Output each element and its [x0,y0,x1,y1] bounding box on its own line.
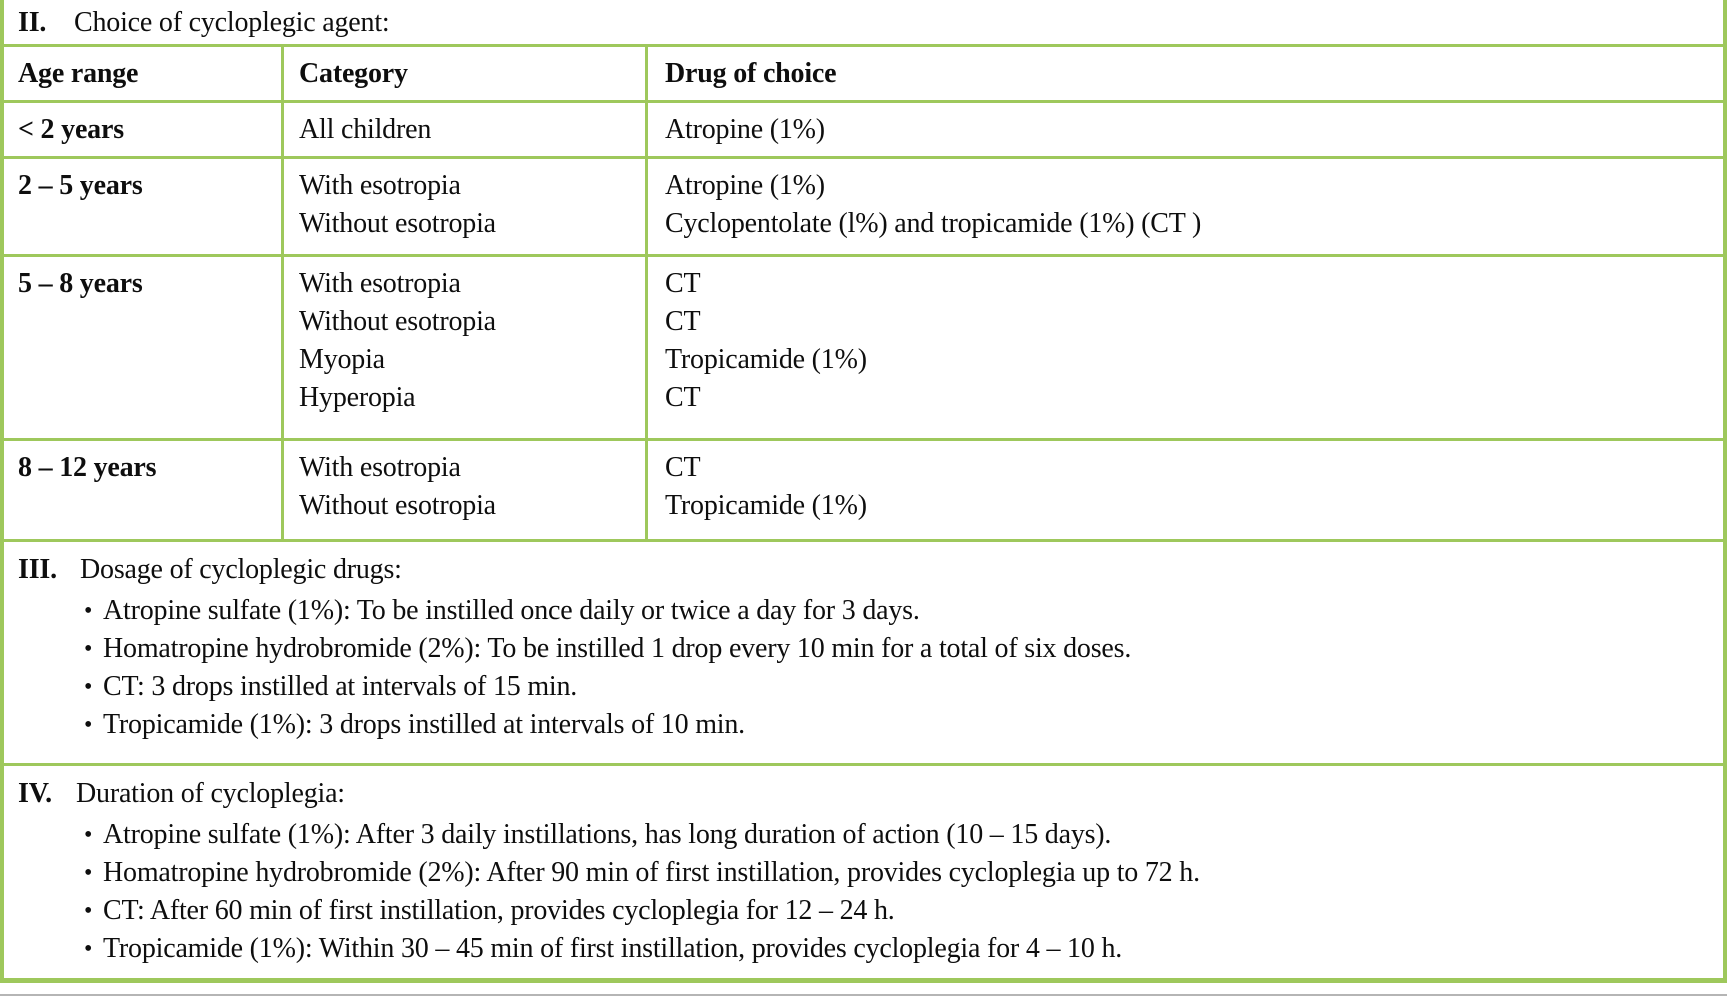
dosage-bullet-ct: CT: 3 drops instilled at intervals of 15… [84,668,1723,706]
cell-age-range: 5 – 8 years [4,257,284,438]
page-bottom-rule [0,994,1727,996]
dosage-bullet-homatropine: Homatropine hydrobromide (2%): To be ins… [84,630,1723,668]
cell-age-range: 8 – 12 years [4,441,284,539]
section-dosage-title: Dosage of cycloplegic drugs: [80,554,402,585]
duration-bullet-ct: CT: After 60 min of first instillation, … [84,892,1723,930]
section-choice-title: Choice of cycloplegic agent: [74,7,390,38]
table-row-2-5-years: 2 – 5 years With esotropia Without esotr… [4,159,1723,257]
cell-age-range: 2 – 5 years [4,159,284,254]
cell-category: With esotropia Without esotropia [284,159,648,254]
duration-bullet-tropicamide: Tropicamide (1%): Within 30 – 45 min of … [84,930,1723,968]
section-dosage: III. Dosage of cycloplegic drugs: Atropin… [4,542,1723,766]
section-dosage-heading: III. Dosage of cycloplegic drugs: [18,550,1723,590]
cell-drug: Atropine (1%) Cyclopentolate (l%) and tr… [665,170,1202,239]
column-header-age-range: Age range [4,47,284,100]
duration-bullet-list: Atropine sulfate (1%): After 3 daily ins… [18,816,1723,968]
table-row-8-12-years: 8 – 12 years With esotropia Without esot… [4,441,1723,542]
section-duration-numeral: IV. [18,778,52,809]
table-row-under-2-years: < 2 years All children Atropine (1%) [4,103,1723,159]
dosage-bullet-list: Atropine sulfate (1%): To be instilled o… [18,592,1723,744]
section-choice-numeral: II. [18,7,47,38]
cell-drug: CT Tropicamide (1%) [665,452,867,521]
column-header-drug-of-choice: Drug of choice [665,58,837,89]
dosage-bullet-tropicamide: Tropicamide (1%): 3 drops instilled at i… [84,706,1723,744]
section-duration-heading: IV. Duration of cycloplegia: [18,774,1723,814]
cell-category: With esotropia Without esotropia [284,441,648,539]
section-duration: IV. Duration of cycloplegia: Atropine sul… [4,766,1723,978]
section-dosage-numeral: III. [18,554,57,585]
section-choice-heading: II. Choice of cycloplegic agent: [4,0,1723,47]
section-duration-title: Duration of cycloplegia: [76,778,345,809]
dosage-bullet-atropine: Atropine sulfate (1%): To be instilled o… [84,592,1723,630]
cell-drug: Atropine (1%) [665,114,825,145]
cell-age-range: < 2 years [4,103,284,156]
column-header-category: Category [284,47,648,100]
duration-bullet-homatropine: Homatropine hydrobromide (2%): After 90 … [84,854,1723,892]
cell-category: All children [284,103,648,156]
table-header-row: Age range Category Drug of choice [4,47,1723,103]
duration-bullet-atropine: Atropine sulfate (1%): After 3 daily ins… [84,816,1723,854]
table-row-5-8-years: 5 – 8 years With esotropia Without esotr… [4,257,1723,441]
cell-drug: CT CT Tropicamide (1%) CT [665,268,867,413]
cell-category: With esotropia Without esotropia Myopia … [284,257,648,438]
